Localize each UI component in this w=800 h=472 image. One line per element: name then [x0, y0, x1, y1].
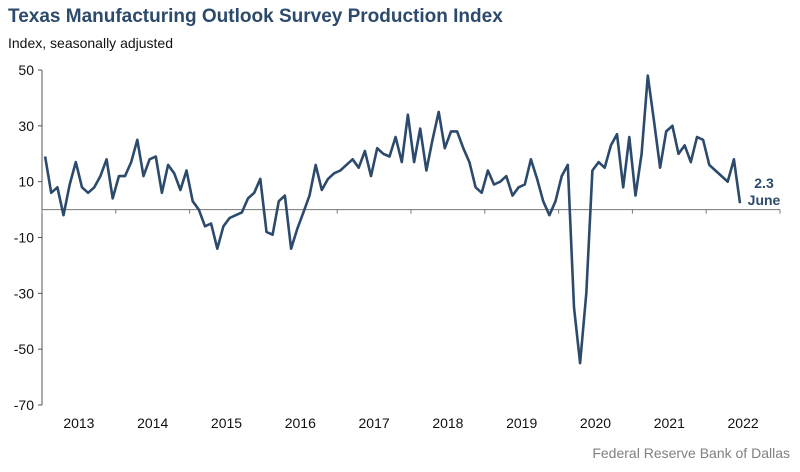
chart-title: Texas Manufacturing Outlook Survey Produ… [8, 6, 503, 27]
y-tick-label: 10 [18, 174, 34, 190]
x-tick-label: 2014 [137, 415, 168, 431]
y-tick-label: 30 [18, 118, 34, 134]
annotation-value: 2.3 [754, 175, 774, 191]
series-line [43, 74, 742, 365]
x-tick-label: 2021 [654, 415, 685, 431]
x-tick-label: 2018 [432, 415, 463, 431]
y-tick-label: 50 [18, 62, 34, 78]
y-tick-label: -70 [14, 397, 34, 413]
y-tick-label: -30 [14, 285, 34, 301]
series-group [43, 74, 742, 365]
x-tick-label: 2015 [211, 415, 242, 431]
x-tick-label: 2013 [63, 415, 94, 431]
x-axis: 2013 2014 2015 2016 2017 2018 2019 2020 2021 2022 [41, 209, 781, 431]
y-axis-subtitle: Index, seasonally adjusted [8, 35, 173, 51]
x-tick-label: 2020 [580, 415, 611, 431]
x-tick-label: 2019 [506, 415, 537, 431]
x-tick-label: 2017 [359, 415, 390, 431]
y-tick-label: -50 [14, 341, 34, 357]
source-note: Federal Reserve Bank of Dallas [592, 445, 790, 461]
x-tick-label: 2016 [285, 415, 316, 431]
annotation-label: June [748, 192, 781, 208]
y-axis: 50 30 10 -10 -30 -50 -70 [14, 62, 43, 413]
annotation-group: 2.3 June [748, 175, 781, 208]
x-tick-label: 2022 [728, 415, 759, 431]
y-tick-label: -10 [14, 230, 34, 246]
